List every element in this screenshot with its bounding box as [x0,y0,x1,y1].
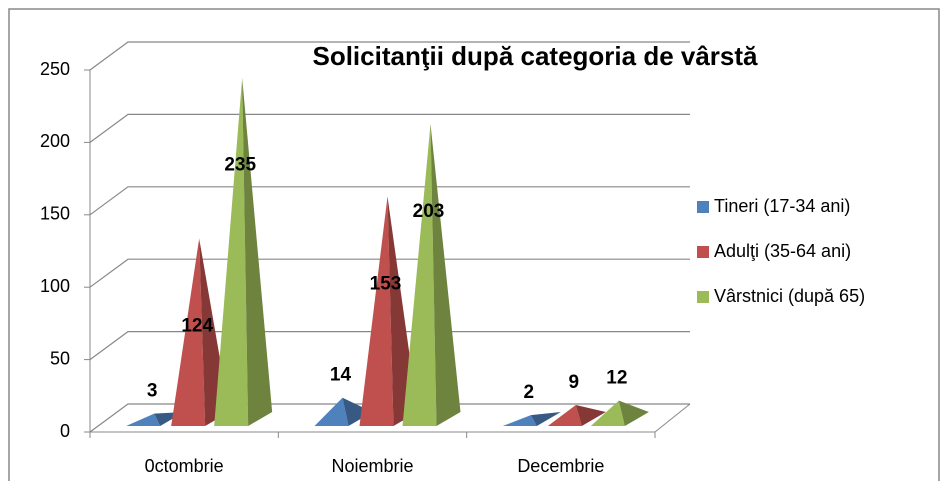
pyramid-face [502,415,537,426]
grid-line [89,403,690,433]
chart-border [8,8,940,486]
pyramid-face [547,404,582,426]
data-label: 9 [569,372,580,393]
x-tick-label: Noiembrie [331,456,413,476]
grid-line [89,331,690,361]
grid-line [89,186,690,216]
legend-swatch [697,246,709,258]
data-label: 3 [147,381,158,402]
y-tick-label: 200 [40,131,70,151]
floor-edge [654,403,691,433]
grid-line [89,258,690,288]
chart-title: Solicitanţii după categoria de vârstă [312,41,758,71]
pyramid-face [402,124,437,426]
legend-swatch [697,291,709,303]
pyramid-face [590,400,625,426]
data-label: 124 [181,315,213,336]
y-tick-label: 150 [40,204,70,224]
data-label: 235 [224,155,256,176]
legend-label: Vârstnici (după 65) [714,286,865,306]
x-tick-label: 0ctombrie [145,456,224,476]
pyramid-face [359,196,394,426]
pyramid-face [314,397,349,426]
pyramid-side [530,412,561,426]
data-label: 153 [370,273,402,294]
x-tick-label: Decembrie [517,456,604,476]
y-tick-label: 50 [50,348,70,368]
pyramid-side [242,77,273,426]
legend-label: Tineri (17-34 ani) [714,196,850,216]
pyramid-face [126,413,161,426]
grid-line [89,113,690,143]
y-tick-label: 250 [40,59,70,79]
pyramid-face [214,77,249,426]
legend-swatch [697,201,709,213]
data-label: 2 [524,382,535,403]
data-label: 14 [330,365,352,386]
y-tick-label: 0 [60,421,70,441]
legend-label: Adulţi (35-64 ani) [714,241,851,261]
pyramid-face [171,238,206,426]
pyramid-side [430,124,461,426]
grid-line [89,41,690,71]
pyramid-side [618,400,649,426]
y-tick-label: 100 [40,276,70,296]
pyramid-side [342,397,373,426]
data-label: 12 [606,368,627,389]
pyramid-side [575,404,606,426]
data-label: 203 [413,201,445,222]
